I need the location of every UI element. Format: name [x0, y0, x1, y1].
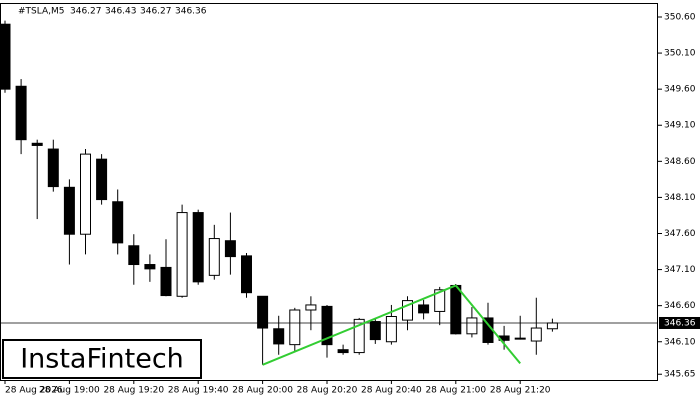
y-tick-label: 348.60 [664, 157, 696, 167]
y-tick-label: 350.60 [664, 12, 696, 22]
y-tick-label: 346.10 [664, 337, 696, 347]
x-tick-label: 28 Aug 19:00 [39, 386, 100, 396]
candle-body [160, 266, 172, 297]
y-tick-label: 350.10 [664, 49, 696, 59]
ohlc-close: 346.36 [175, 7, 207, 17]
candle-body [241, 255, 252, 294]
candle-body [418, 304, 430, 314]
ohlc-low: 346.27 [140, 7, 172, 17]
candle-body [546, 322, 558, 330]
candle-body [31, 142, 43, 146]
candle-body [530, 327, 542, 342]
candle-body [434, 289, 446, 312]
logo-box [2, 339, 202, 379]
candle-body [208, 238, 220, 276]
y-tick-label: 347.10 [664, 265, 696, 275]
candle-body [144, 264, 156, 270]
candle-body [337, 349, 349, 354]
chart-title: #TSLA,M5 [18, 7, 64, 17]
candle-body [289, 309, 301, 346]
candle-body [385, 315, 397, 343]
candle-body [15, 85, 27, 141]
candle-body [514, 337, 526, 340]
x-tick-label: 28 Aug 20:40 [361, 386, 422, 396]
candle-body [0, 23, 11, 90]
candle-body [369, 321, 381, 341]
candle-body [224, 240, 236, 258]
candle-body [273, 328, 285, 345]
candle-body [402, 300, 413, 321]
candle-body [96, 158, 108, 201]
x-tick-label: 28 Aug 20:20 [297, 386, 358, 396]
ohlc-open: 346.27 [70, 7, 102, 17]
x-tick-label: 28 Aug 19:20 [103, 386, 164, 396]
x-tick-label: 28 Aug 21:20 [490, 386, 551, 396]
candle-body [353, 318, 365, 354]
candle-body [192, 212, 204, 283]
pattern-line [262, 284, 457, 366]
candle-body [305, 304, 317, 311]
candle-body [450, 284, 462, 335]
pattern-line [455, 284, 521, 365]
candle-body [176, 212, 188, 297]
candle-body [466, 317, 478, 335]
x-tick-label: 28 Aug 20:00 [232, 386, 293, 396]
y-tick-label: 345.65 [664, 370, 696, 380]
x-tick-label: 28 Aug 2026 [5, 386, 63, 396]
plot-frame [0, 3, 658, 381]
candle-body [257, 295, 269, 329]
y-tick-label: 349.60 [664, 85, 696, 95]
candle-body [128, 245, 140, 266]
candle-body [80, 153, 91, 235]
ohlc-high: 346.43 [105, 7, 137, 17]
y-tick-label: 347.60 [664, 229, 696, 239]
logo: InstaFintech [20, 344, 184, 375]
candle-body [47, 148, 59, 188]
candle-body [112, 201, 124, 244]
candle-body [63, 186, 75, 235]
y-tick-label: 348.10 [664, 193, 696, 203]
candle-body [321, 305, 333, 346]
y-tick-label: 349.10 [664, 121, 696, 131]
last-price-label: 346.36 [664, 318, 696, 328]
x-tick-label: 28 Aug 21:00 [425, 386, 486, 396]
last-price-box [659, 316, 700, 329]
y-tick-label: 346.60 [664, 301, 696, 311]
x-tick-label: 28 Aug 19:40 [168, 386, 229, 396]
